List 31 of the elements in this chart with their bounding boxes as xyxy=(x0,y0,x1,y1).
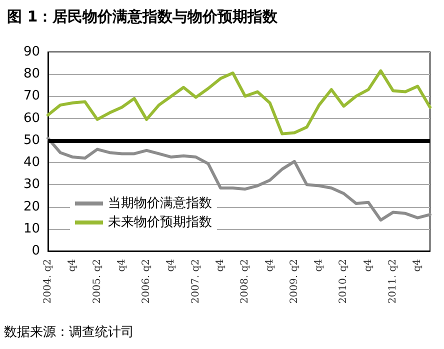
x-tick-label: q4 xyxy=(116,259,128,272)
x-tick-label: 2008. q2 xyxy=(240,259,251,304)
y-tick-label: 30 xyxy=(23,177,40,192)
x-tick-label: q4 xyxy=(314,259,325,272)
x-tick-label: q4 xyxy=(264,259,276,272)
x-tick-label: q4 xyxy=(67,259,78,272)
x-tick-label: 2011. q2 xyxy=(388,259,399,304)
y-tick-label: 0 xyxy=(32,244,40,258)
legend-label: 未来物价预期指数 xyxy=(108,215,212,230)
x-tick-label: q4 xyxy=(362,259,374,272)
y-tick-label: 50 xyxy=(23,132,40,148)
y-tick-label: 90 xyxy=(23,44,40,60)
x-tick-label: 2006. q2 xyxy=(141,259,152,304)
x-tick-label: 2005. q2 xyxy=(92,259,103,304)
chart-title: 图 1：居民物价满意指数与物价预期指数 xyxy=(7,8,279,26)
x-tick-label: q4 xyxy=(166,259,177,272)
legend-label: 当期物价满意指数 xyxy=(108,196,212,211)
x-tick-label: q4 xyxy=(215,259,226,272)
line-series xyxy=(46,69,432,136)
y-tick-label: 40 xyxy=(23,155,40,170)
source-note: 数据来源：调查统计司 xyxy=(4,325,134,340)
x-tick-label: 2004. q2 xyxy=(42,259,54,304)
x-tick-label: 2009. q2 xyxy=(288,259,300,304)
y-tick-label: 60 xyxy=(23,110,40,126)
y-tick-label: 80 xyxy=(23,66,40,82)
x-tick-label: 2007. q2 xyxy=(190,259,202,304)
x-tick-label: 2010. q2 xyxy=(338,259,350,304)
y-tick-label: 10 xyxy=(23,221,40,236)
y-tick-label: 70 xyxy=(23,88,40,104)
x-tick-label: q4 xyxy=(412,259,424,272)
y-tick-label: 20 xyxy=(23,199,40,214)
